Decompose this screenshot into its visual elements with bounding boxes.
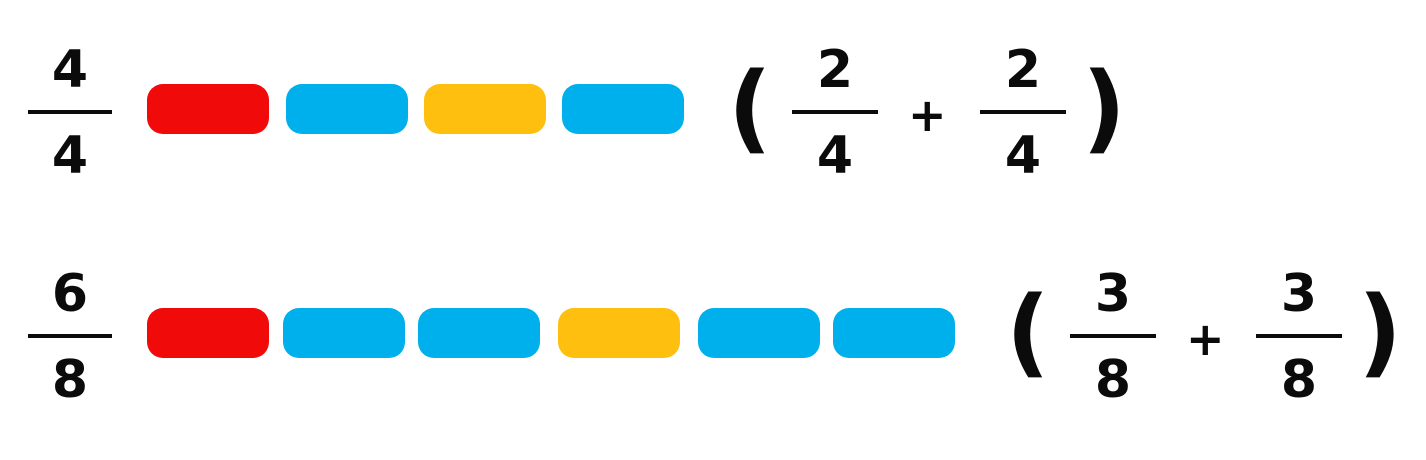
row2-numerator: 6 [51,264,89,324]
row2-addend-left-bar [1070,334,1156,338]
row1-addend-right-denominator: 4 [1004,126,1042,186]
row1-addend-left-numerator: 2 [816,40,854,100]
row2-addend-right-numerator: 3 [1280,264,1318,324]
row1-denominator: 4 [51,126,89,186]
row1-fraction: 4 4 [28,44,112,182]
row1-segment-2 [286,84,408,134]
row2-addend-right-denominator: 8 [1280,350,1318,410]
row1-segment-1 [147,84,269,134]
row2-addend-left-denominator: 8 [1094,350,1132,410]
row1-addend-left-bar [792,110,878,114]
row1-addend-right: 2 4 [980,44,1066,182]
row1-addend-left-denominator: 4 [816,126,854,186]
row2-fraction-bar [28,334,112,338]
row1-addend-right-bar [980,110,1066,114]
row2-segment-6 [833,308,955,358]
row1-close-paren: ) [1082,52,1126,164]
row2-segment-2 [283,308,405,358]
row1-addend-left: 2 4 [792,44,878,182]
row2-segment-1 [147,308,269,358]
row2-fraction: 6 8 [28,268,112,406]
row2-segment-5 [698,308,820,358]
row2-open-paren: ( [1006,276,1050,388]
row1-addend-right-numerator: 2 [1004,40,1042,100]
row2-plus-sign: + [1186,312,1225,366]
row1-plus-sign: + [908,88,947,142]
row2-close-paren: ) [1358,276,1402,388]
row1-numerator: 4 [51,40,89,100]
row2-denominator: 8 [51,350,89,410]
row1-open-paren: ( [728,52,772,164]
row1-segment-4 [562,84,684,134]
row2-addend-right: 3 8 [1256,268,1342,406]
row1-fraction-bar [28,110,112,114]
row2-segment-4 [558,308,680,358]
row2-addend-left-numerator: 3 [1094,264,1132,324]
row2-addend-left: 3 8 [1070,268,1156,406]
row2-addend-right-bar [1256,334,1342,338]
row1-segment-3 [424,84,546,134]
row2-segment-3 [418,308,540,358]
